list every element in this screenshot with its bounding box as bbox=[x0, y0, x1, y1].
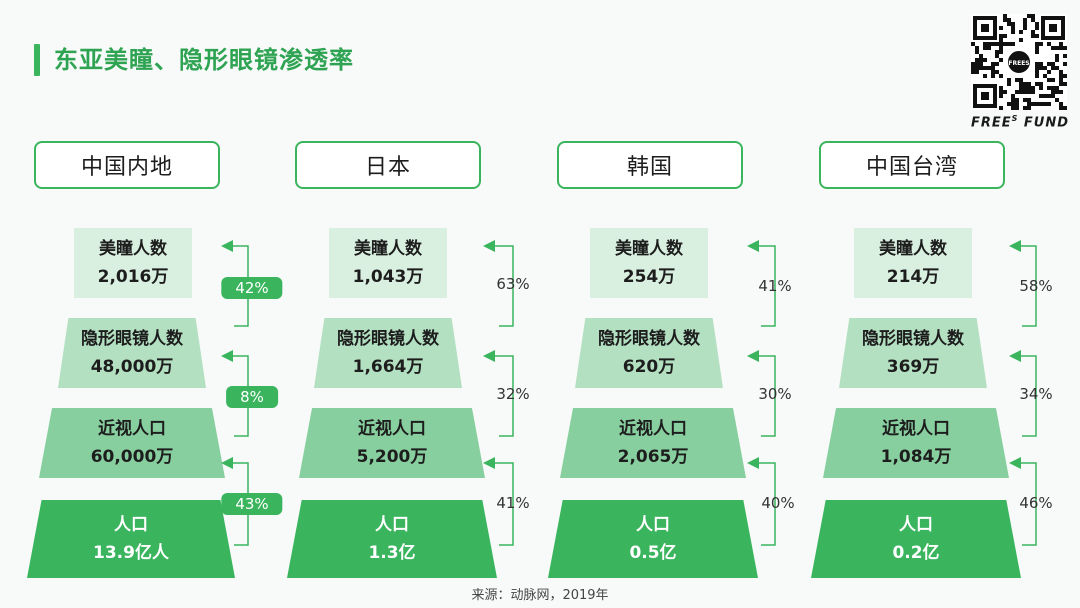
tier-myopia-population: 近视人口 2,065万 bbox=[560, 408, 746, 478]
qr-center-label: FREES bbox=[1008, 60, 1029, 67]
tier-label: 美瞳人数 bbox=[615, 239, 683, 259]
rate-label: 32% bbox=[496, 385, 530, 403]
rate-badge: 43% bbox=[221, 493, 283, 515]
rate-label: 41% bbox=[496, 494, 530, 512]
tier-value: 13.9亿人 bbox=[93, 543, 169, 563]
tier-label: 美瞳人数 bbox=[354, 239, 422, 259]
tier-value: 620万 bbox=[622, 357, 676, 377]
region-header-japan: 日本 bbox=[295, 141, 481, 189]
rate-label: 30% bbox=[758, 385, 792, 403]
tier-contact-lens-users: 隐形眼镜人数 48,000万 bbox=[58, 318, 206, 388]
tier-label: 近视人口 bbox=[619, 419, 687, 439]
source-note: 来源：动脉网，2019年 bbox=[471, 588, 609, 603]
region-header-korea: 韩国 bbox=[557, 141, 743, 189]
tier-label: 美瞳人数 bbox=[99, 239, 167, 259]
tier-contact-lens-users: 隐形眼镜人数 1,664万 bbox=[314, 318, 462, 388]
tier-value: 0.2亿 bbox=[892, 543, 940, 563]
ratio-bracket-arrow bbox=[483, 457, 514, 546]
ratio-bracket-arrow bbox=[1009, 240, 1037, 327]
tier-value: 5,200万 bbox=[356, 447, 428, 467]
tier-value: 214万 bbox=[886, 267, 940, 287]
title-accent-bar bbox=[34, 44, 40, 76]
tier-population: 人口 13.9亿人 bbox=[27, 500, 235, 578]
tier-value: 0.5亿 bbox=[629, 543, 677, 563]
region-header-taiwan: 中国台湾 bbox=[819, 141, 1005, 189]
tier-contact-lens-users: 隐形眼镜人数 369万 bbox=[839, 318, 987, 388]
rate-label: 58% bbox=[1019, 277, 1053, 295]
tier-label: 人口 bbox=[375, 515, 409, 535]
brand-logo: FREES FUND bbox=[969, 114, 1071, 130]
tier-population: 人口 0.5亿 bbox=[548, 500, 758, 578]
tier-label: 人口 bbox=[899, 515, 933, 535]
tier-contact-color-users: 美瞳人数 1,043万 bbox=[329, 228, 447, 298]
rate-label: 34% bbox=[1019, 385, 1053, 403]
tier-contact-color-users: 美瞳人数 2,016万 bbox=[74, 228, 192, 298]
tier-myopia-population: 近视人口 60,000万 bbox=[39, 408, 225, 478]
page-title: 东亚美瞳、隐形眼镜渗透率 bbox=[54, 46, 354, 74]
tier-label: 隐形眼镜人数 bbox=[598, 329, 700, 349]
tier-value: 1.3亿 bbox=[368, 543, 416, 563]
ratio-bracket-arrow bbox=[747, 240, 776, 327]
tier-label: 近视人口 bbox=[882, 419, 950, 439]
ratio-bracket-arrow bbox=[483, 350, 514, 437]
rate-label: 46% bbox=[1019, 494, 1053, 512]
brand-name: FREE bbox=[970, 115, 1012, 131]
qr-code-icon: FREES bbox=[971, 14, 1067, 110]
tier-contact-lens-users: 隐形眼镜人数 620万 bbox=[575, 318, 723, 388]
ratio-bracket-arrow bbox=[747, 350, 776, 437]
rate-badge: 8% bbox=[226, 386, 278, 408]
tier-label: 人口 bbox=[636, 515, 670, 535]
tier-value: 1,664万 bbox=[352, 357, 424, 377]
tier-contact-color-users: 美瞳人数 214万 bbox=[854, 228, 972, 298]
tier-label: 近视人口 bbox=[98, 419, 166, 439]
brand-suffix: FUND bbox=[1023, 115, 1070, 131]
ratio-bracket-arrow bbox=[747, 457, 776, 546]
tier-value: 369万 bbox=[886, 357, 940, 377]
tier-label: 美瞳人数 bbox=[879, 239, 947, 259]
tier-population: 人口 1.3亿 bbox=[287, 500, 497, 578]
tier-label: 隐形眼镜人数 bbox=[862, 329, 964, 349]
tier-myopia-population: 近视人口 5,200万 bbox=[299, 408, 485, 478]
region-header-mainland: 中国内地 bbox=[34, 141, 220, 189]
rate-label: 41% bbox=[758, 277, 792, 295]
tier-myopia-population: 近视人口 1,084万 bbox=[823, 408, 1009, 478]
tier-value: 60,000万 bbox=[90, 447, 174, 467]
rate-label: 40% bbox=[761, 494, 795, 512]
tier-value: 2,065万 bbox=[617, 447, 689, 467]
tier-label: 隐形眼镜人数 bbox=[337, 329, 439, 349]
tier-contact-color-users: 美瞳人数 254万 bbox=[590, 228, 708, 298]
ratio-bracket-arrow bbox=[1009, 350, 1037, 437]
tier-label: 人口 bbox=[114, 515, 148, 535]
tier-value: 2,016万 bbox=[97, 267, 169, 287]
tier-population: 人口 0.2亿 bbox=[811, 500, 1021, 578]
tier-value: 1,084万 bbox=[880, 447, 952, 467]
rate-label: 63% bbox=[496, 275, 530, 293]
tier-value: 254万 bbox=[622, 267, 676, 287]
tier-label: 近视人口 bbox=[358, 419, 426, 439]
ratio-bracket-arrow bbox=[483, 240, 514, 327]
tier-label: 隐形眼镜人数 bbox=[81, 329, 183, 349]
ratio-bracket-arrow bbox=[1009, 457, 1037, 546]
rate-badge: 42% bbox=[221, 277, 283, 299]
tier-value: 1,043万 bbox=[352, 267, 424, 287]
brand-sup: S bbox=[1011, 114, 1019, 123]
tier-value: 48,000万 bbox=[90, 357, 174, 377]
